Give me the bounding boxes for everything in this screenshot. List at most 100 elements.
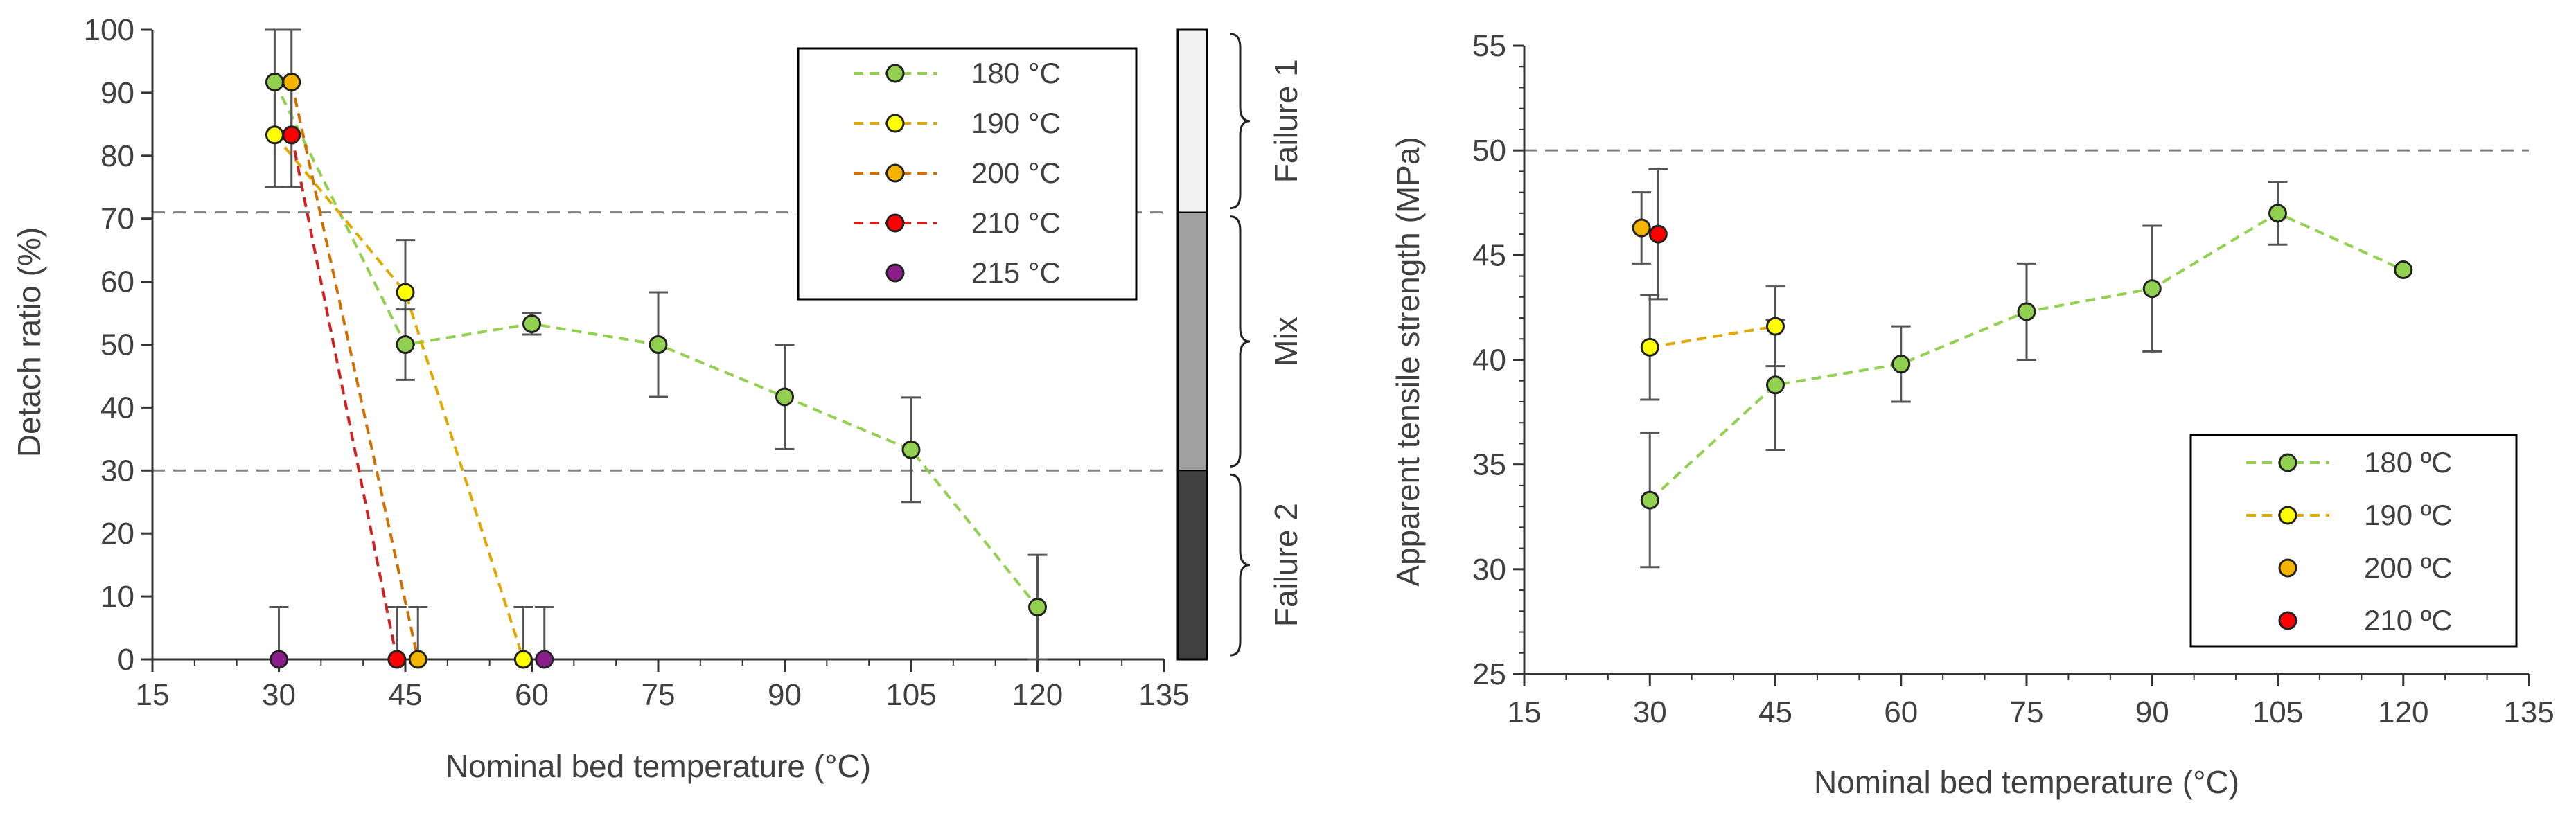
data-point [265,72,284,91]
series-line [273,134,525,660]
legend-marker [885,114,905,133]
x-tick-label: 30 [1633,695,1667,729]
x-tick-label: 75 [642,678,676,712]
colorbar-label: Failure 2 [1268,503,1304,627]
data-point [1640,337,1659,357]
x-tick-label: 120 [1012,678,1063,712]
colorbar-label: Mix [1268,317,1304,366]
legend-marker [885,64,905,83]
legend-label: 215 °C [971,256,1061,289]
data-point [1028,598,1047,617]
y-tick-label: 10 [100,580,134,614]
legend-label: 190 °C [971,107,1061,139]
x-tick-label: 75 [2010,695,2044,729]
data-point [408,650,427,669]
colorbar-brace [1230,215,1251,468]
data-point [282,72,301,91]
data-point [270,650,288,669]
series-line [290,134,398,660]
failure-colorbar: Failure 1 Mix Failure 2 [1176,28,1304,661]
y-tick-label: 45 [1472,238,1506,272]
data-point [2394,260,2413,279]
x-tick-label: 105 [2252,695,2303,729]
data-point [2142,279,2162,299]
y-tick-label: 35 [1472,448,1506,482]
y-tick-label: 40 [100,391,134,425]
x-tick-label: 45 [389,678,423,712]
colorbar-segment [1177,211,1208,472]
y-tick-label: 90 [100,76,134,110]
legend-marker [885,263,905,283]
data-point [775,387,794,407]
colorbar-segment [1177,470,1208,660]
data-point [1632,218,1651,238]
y-axis-label: Apparent tensile strength (MPa) [1390,136,1426,586]
colorbar-brace [1230,33,1251,210]
y-tick-label: 100 [84,13,134,47]
detach-ratio-chart: 15 30 45 60 75 90 105 120 135 0 10 20 30 40 50 60 70 80 90… [11,13,1304,784]
tensile-strength-chart: 15 30 45 60 75 90 105 120 135 25 30 35 40 45 50 55 Nomi… [1390,29,2555,800]
data-point [396,283,415,302]
legend-label: 210 ºC [2364,604,2452,637]
y-tick-label: 0 [118,643,134,677]
y-axis-label: Detach ratio (%) [11,227,47,457]
legend-label: 200 °C [971,157,1061,189]
y-tick-label: 70 [100,202,134,236]
legend-label: 210 °C [971,206,1061,239]
data-point [387,650,407,669]
colorbar-label: Failure 1 [1268,59,1304,183]
data-point [1766,375,1785,395]
data-point [1891,355,1911,374]
x-tick-label: 90 [768,678,802,712]
legend: 180 ºC 190 ºC 200 ºC 210 ºC [2189,434,2518,648]
y-tick-label: 80 [100,139,134,173]
legend-marker [2278,558,2297,578]
x-tick-label: 60 [515,678,549,712]
series-line [1649,325,1776,349]
y-tick-label: 50 [1472,134,1506,168]
x-tick-label: 15 [136,678,170,712]
x-axis-label: Nominal bed temperature (°C) [1814,764,2239,800]
y-tick-label: 30 [100,454,134,488]
legend-label: 190 ºC [2364,499,2452,531]
x-tick-label: 45 [1758,695,1792,729]
legend-marker [2278,506,2297,525]
y-tick-label: 50 [100,328,134,362]
x-tick-label: 90 [2135,695,2169,729]
legend-marker [885,163,905,183]
legend-marker [885,213,905,233]
y-tick-label: 40 [1472,344,1506,377]
y-tick-label: 25 [1472,657,1506,691]
data-point [522,314,541,334]
data-point [513,650,533,669]
x-tick-label: 15 [1508,695,1542,729]
x-tick-label: 120 [2378,695,2428,729]
x-tick-label: 135 [1138,678,1189,712]
legend-label: 200 ºC [2364,551,2452,584]
data-point [901,440,921,459]
x-tick-label: 30 [262,678,296,712]
x-tick-label: 135 [2503,695,2554,729]
data-point [649,335,668,354]
data-point [282,125,301,145]
data-point [2268,204,2287,223]
x-axis-label: Nominal bed temperature (°C) [445,748,871,784]
data-point [1640,490,1659,510]
legend: 180 °C 190 °C 200 °C 210 °C 215 °C [797,47,1138,301]
x-tick-label: 105 [885,678,936,712]
y-tick-label: 60 [100,265,134,299]
data-point [535,650,554,669]
colorbar-border [1176,28,1208,661]
data-point [396,335,415,354]
legend-label: 180 °C [971,57,1061,89]
legend-box [2189,434,2518,648]
y-tick-label: 20 [100,517,134,551]
series-line [290,82,420,660]
data-point [1648,224,1668,244]
y-tick-label: 55 [1472,29,1506,63]
colorbar-brace [1230,473,1251,657]
x-tick-label: 60 [1884,695,1918,729]
legend-marker [2278,611,2297,630]
legend-marker [2278,453,2297,472]
